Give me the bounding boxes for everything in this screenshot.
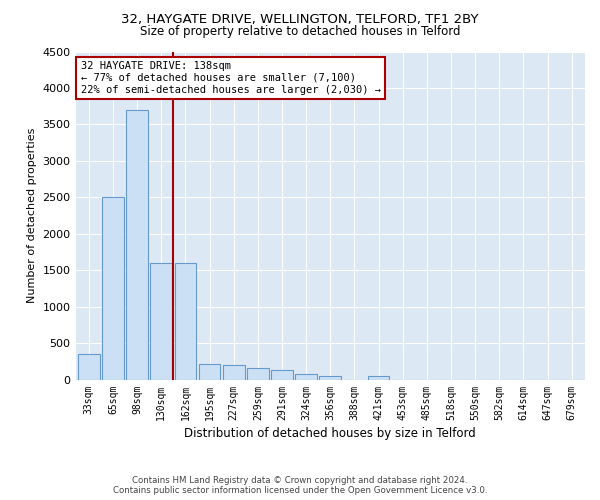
Text: 32, HAYGATE DRIVE, WELLINGTON, TELFORD, TF1 2BY: 32, HAYGATE DRIVE, WELLINGTON, TELFORD, … [121, 12, 479, 26]
Bar [126, 110, 148, 380]
Bar [78, 354, 100, 380]
Bar [295, 374, 317, 380]
Bar [271, 370, 293, 380]
Bar [102, 198, 124, 380]
Y-axis label: Number of detached properties: Number of detached properties [27, 128, 37, 304]
X-axis label: Distribution of detached houses by size in Telford: Distribution of detached houses by size … [184, 427, 476, 440]
Text: 32 HAYGATE DRIVE: 138sqm
← 77% of detached houses are smaller (7,100)
22% of sem: 32 HAYGATE DRIVE: 138sqm ← 77% of detach… [80, 62, 380, 94]
Text: Size of property relative to detached houses in Telford: Size of property relative to detached ho… [140, 25, 460, 38]
Text: Contains HM Land Registry data © Crown copyright and database right 2024.
Contai: Contains HM Land Registry data © Crown c… [113, 476, 487, 495]
Bar [151, 263, 172, 380]
Bar [319, 376, 341, 380]
Bar [368, 376, 389, 380]
Bar [223, 366, 245, 380]
Bar [175, 263, 196, 380]
Bar [199, 364, 220, 380]
Bar [247, 368, 269, 380]
